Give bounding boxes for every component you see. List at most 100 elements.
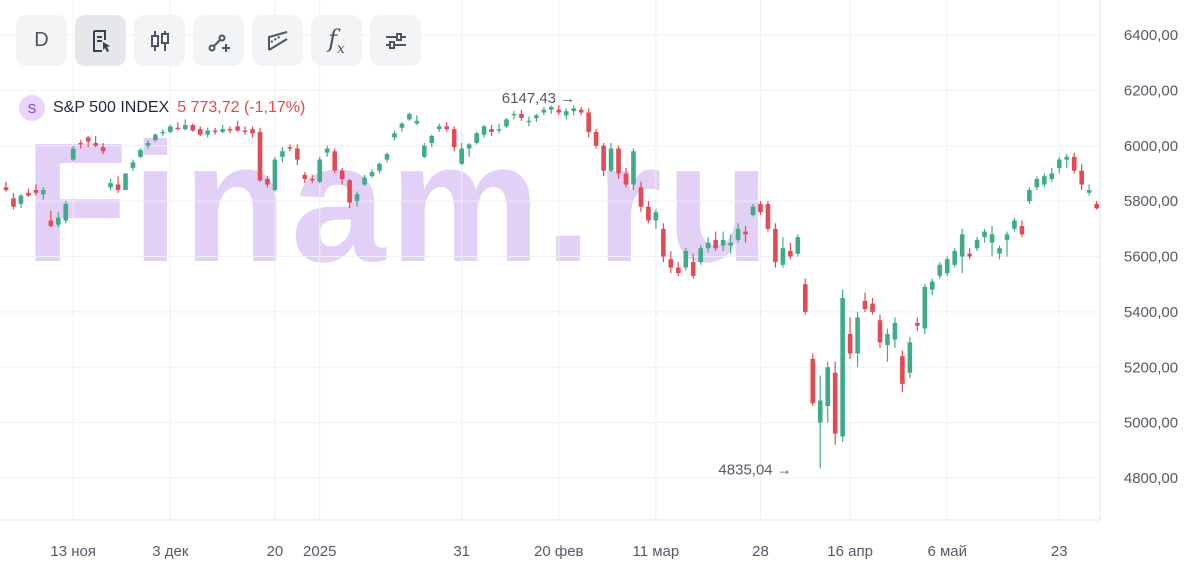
settings-button[interactable] [370, 15, 421, 66]
candle [41, 187, 46, 200]
instrument-name[interactable]: S&P 500 INDEX [53, 99, 170, 116]
candle [55, 212, 61, 228]
candle [997, 245, 1002, 260]
candle [683, 248, 689, 271]
y-tick-label: 6400,00 [1124, 27, 1178, 44]
candle-body [780, 248, 786, 265]
candle [130, 159, 136, 171]
candle [705, 237, 711, 253]
candle [959, 228, 965, 274]
candle [795, 234, 801, 257]
interval-label: D [34, 29, 49, 51]
candle-body [982, 231, 987, 238]
candles-type-button[interactable] [134, 15, 185, 66]
candle-body [489, 129, 494, 132]
candle [728, 234, 733, 254]
candle-body [1034, 178, 1040, 188]
candle-body [728, 242, 733, 246]
candle-body [347, 180, 352, 203]
candle-body [773, 228, 778, 263]
candle [354, 191, 360, 207]
candle [758, 201, 763, 215]
instrument-legend: S S&P 500 INDEX 5 773,72 (-1,17%) [19, 95, 305, 121]
candle-body [840, 298, 845, 437]
candle [713, 231, 718, 251]
y-tick-label: 5600,00 [1124, 249, 1178, 266]
candle [847, 317, 853, 359]
candle-body [1012, 220, 1017, 229]
candle [870, 298, 875, 315]
indicators-button[interactable]: fx [311, 15, 362, 66]
candle-body [616, 148, 621, 174]
candle-body [802, 284, 808, 312]
candle-body [160, 131, 166, 134]
candle-body [168, 126, 173, 132]
candle [892, 317, 898, 348]
candle [631, 148, 636, 191]
candle [563, 108, 569, 120]
candle [145, 140, 151, 149]
candle [773, 223, 778, 268]
candle [1094, 201, 1099, 210]
candle [511, 111, 517, 120]
candle [1019, 220, 1025, 238]
chart-toolbar: D fx [16, 15, 421, 66]
candle [720, 231, 726, 251]
candle [556, 105, 562, 116]
candle [989, 226, 995, 257]
candle [676, 262, 681, 276]
candle-body [967, 253, 972, 257]
x-tick-label: 20 [267, 543, 284, 560]
candle [280, 147, 285, 163]
candle-body [646, 206, 651, 221]
candle-body [608, 148, 614, 171]
candle-body [526, 120, 532, 123]
instrument-price: 5 773,72 (-1,17%) [177, 99, 306, 116]
x-tick-label: 3 дек [152, 543, 189, 560]
candle-body [1027, 190, 1032, 202]
candle [407, 112, 412, 121]
candle-body [265, 178, 270, 185]
document-cursor-button[interactable] [75, 15, 126, 66]
candle-body [227, 129, 233, 131]
x-tick-label: 23 [1051, 543, 1068, 560]
candle [825, 361, 830, 423]
candle-body [922, 286, 928, 329]
candle [414, 115, 420, 125]
candle [578, 106, 584, 116]
draw-shapes-button[interactable] [252, 15, 303, 66]
candle [362, 174, 367, 186]
candle-body [907, 342, 913, 373]
candle-body [436, 126, 442, 130]
candle [802, 278, 808, 315]
draw-line-button[interactable] [193, 15, 244, 66]
candle-body [885, 334, 890, 346]
candle [743, 226, 748, 243]
candle [295, 144, 300, 166]
candle-body [720, 239, 726, 246]
candle [257, 127, 263, 182]
candle [840, 289, 845, 443]
candle-body [900, 356, 905, 384]
candle [78, 140, 83, 149]
candle [466, 142, 472, 157]
candle [593, 129, 599, 149]
candle-body [698, 248, 704, 263]
interval-button[interactable]: D [16, 15, 67, 66]
candle-body [474, 133, 479, 143]
candle-body [272, 159, 278, 191]
candle-body [713, 239, 718, 249]
candle [33, 184, 39, 196]
candle-body [414, 120, 420, 124]
candle-body [1042, 176, 1047, 185]
candle [309, 174, 315, 184]
candle-body [735, 228, 741, 240]
candle-body [519, 113, 524, 119]
candle-body [108, 183, 113, 188]
candle-body [332, 151, 337, 171]
candle-body [78, 142, 83, 145]
candle [549, 105, 554, 114]
candle-body [444, 126, 450, 130]
